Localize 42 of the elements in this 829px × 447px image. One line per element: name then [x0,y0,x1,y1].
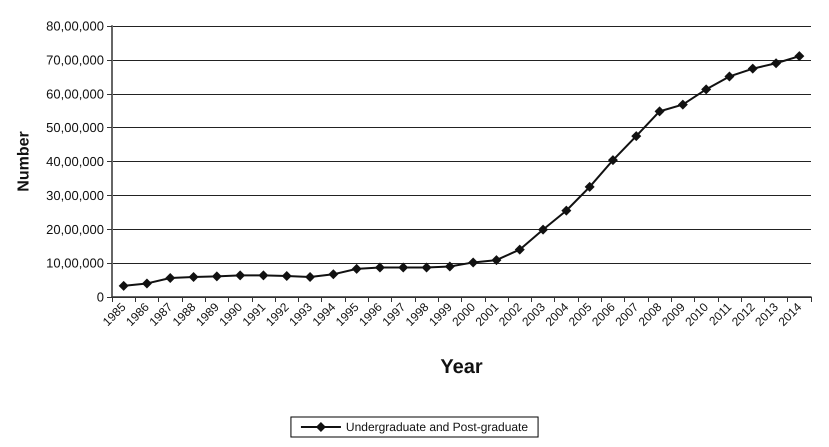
point [724,71,734,82]
y-tick-label: 40,00,000 [46,154,104,169]
point [514,244,525,255]
point [398,262,408,273]
y-tick-label: 80,00,000 [46,18,104,34]
point [352,264,362,274]
y-tick-label: 0 [96,290,104,304]
point [631,131,642,142]
point [654,106,665,116]
point [608,155,618,166]
y-axis-title: Number [16,131,32,192]
point [188,272,199,282]
y-tick-label: 60,00,000 [46,86,104,102]
point [748,64,758,74]
point [328,269,338,280]
point [491,255,502,266]
point [444,262,455,272]
point [561,206,572,216]
point [468,257,478,268]
point [701,84,712,94]
y-tick-label: 30,00,000 [46,188,104,203]
point [422,262,432,273]
point [678,100,688,110]
point [118,280,129,291]
point [305,272,316,282]
point [771,58,782,68]
point [142,278,152,288]
y-tick-label: 20,00,000 [46,222,104,237]
point [235,270,246,280]
point [374,262,385,273]
y-tick-label: 10,00,000 [46,256,104,271]
point [165,273,176,284]
point [282,270,292,281]
point [794,51,804,62]
point [258,270,268,280]
y-tick-label: 50,00,000 [46,120,104,136]
x-axis-title: Year [440,356,483,378]
point [584,182,595,192]
y-tick-label: 70,00,000 [46,52,104,68]
legend-label: Undergraduate and Post-graduate [346,420,528,434]
point [212,271,222,282]
point [538,224,548,235]
